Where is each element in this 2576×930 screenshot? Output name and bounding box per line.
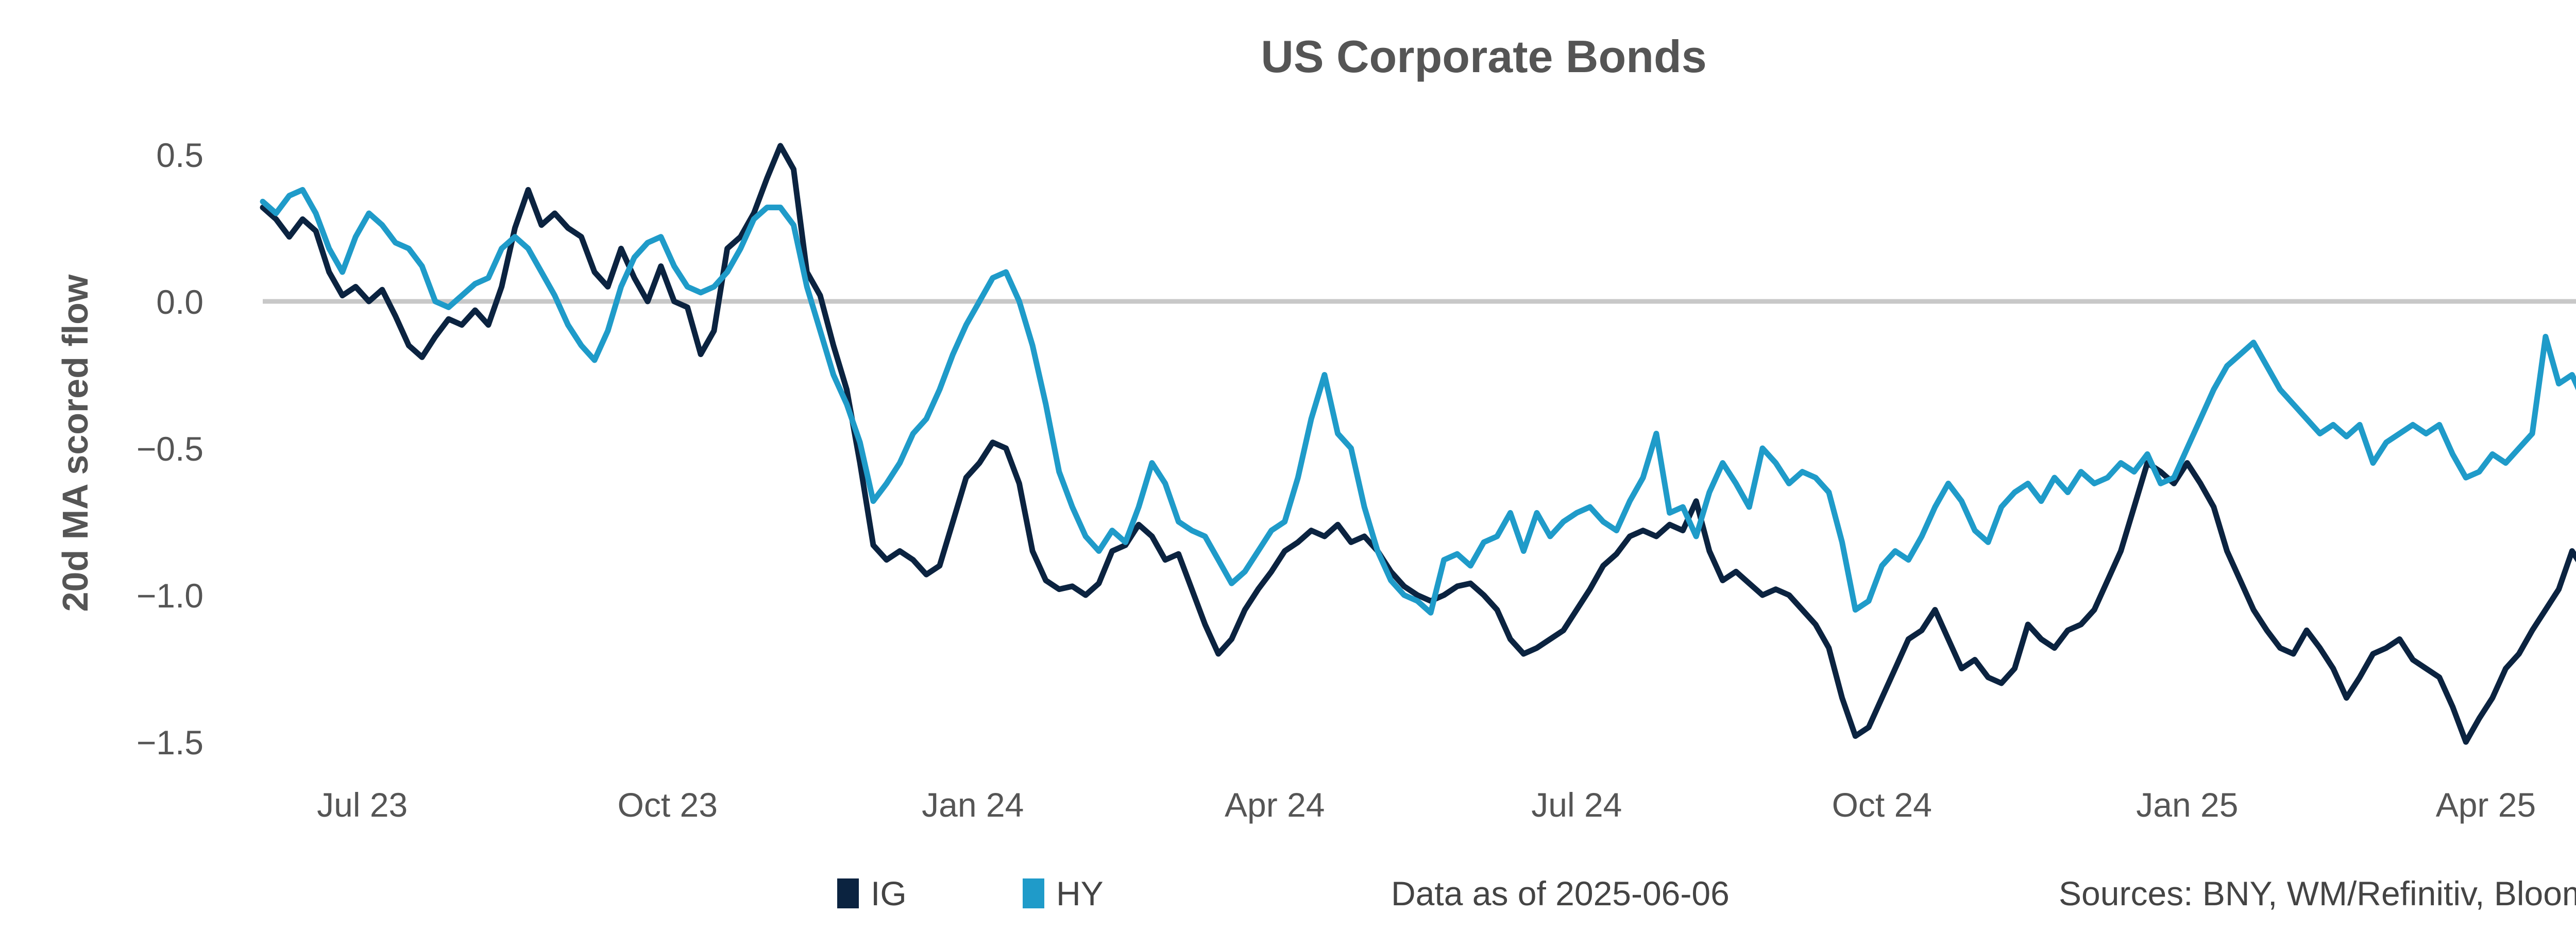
x-tick-label: Jul 23 [317,786,408,824]
x-tick-label: Apr 25 [2436,786,2536,824]
series-lines [260,143,2576,745]
x-tick-label: Jul 24 [1531,786,1622,824]
x-tick-label: Jan 25 [2136,786,2238,824]
series-line-ig [260,143,2576,745]
y-tick-label: 0.0 [156,283,204,321]
sources-note: Sources: BNY, WM/Refinitiv, Bloomberg [2059,874,2576,912]
x-tick-label: Jan 24 [922,786,1024,824]
y-axis-ticks: 0.5 0.0 −0.5 −1.0 −1.5 [137,136,204,762]
y-tick-label: −1.5 [137,723,204,762]
x-axis-ticks: Jul 23 Oct 23 Jan 24 Apr 24 Jul 24 Oct 24 Jan … [317,786,2536,824]
chart-title: US Corporate Bonds [1261,31,1706,82]
y-tick-label: −0.5 [137,430,204,468]
legend: IG HY [837,874,1104,912]
legend-swatch-hy [1023,878,1044,908]
legend-swatch-ig [837,878,859,908]
y-tick-label: −1.0 [137,577,204,615]
x-tick-label: Apr 24 [1225,786,1325,824]
legend-label-ig: IG [871,874,907,912]
legend-label-hy: HY [1056,874,1104,912]
x-tick-label: Oct 24 [1832,786,1932,824]
series-line-hy [260,187,2576,616]
y-axis-label: 20d MA scored flow [55,274,95,612]
y-tick-label: 0.5 [156,136,204,174]
data-as-of-note: Data as of 2025-06-06 [1391,874,1730,912]
x-tick-label: Oct 23 [617,786,717,824]
